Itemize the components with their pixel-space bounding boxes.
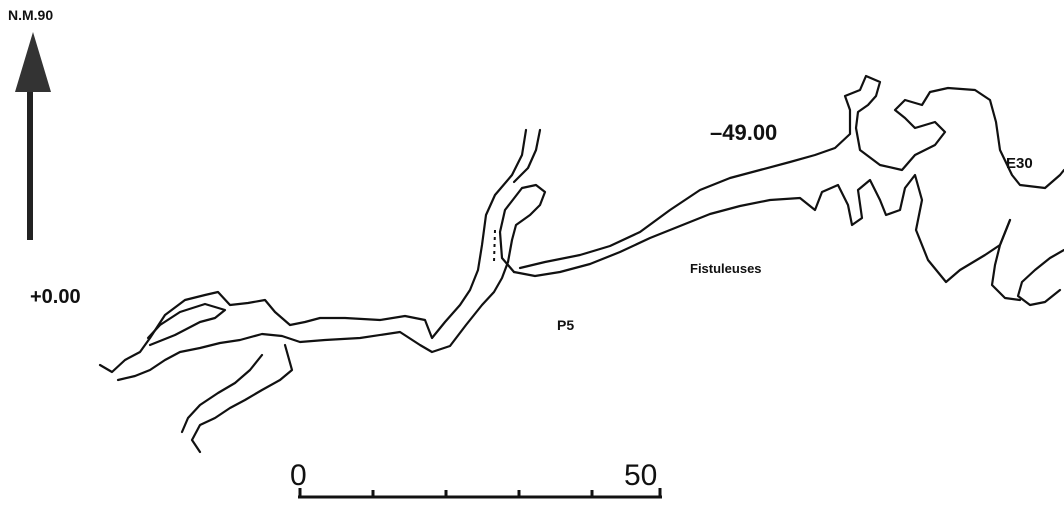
depth-label: +0.00: [30, 286, 81, 308]
cave-outline: [100, 76, 1064, 452]
area-label: Fistuleuses: [690, 261, 762, 276]
scale-label: 50: [624, 459, 657, 492]
depth-label: –49.00: [710, 120, 777, 145]
scale-bar: [298, 488, 662, 497]
shaft-label: P5: [557, 317, 574, 333]
station-label: E30: [1006, 155, 1033, 172]
north-label: N.M.90: [8, 7, 53, 23]
north-arrow-head: [15, 32, 51, 92]
cave-map: N.M.90 +0.00 –49.00 E30 Fistuleuses P5 0…: [0, 0, 1064, 508]
scale-label: 0: [290, 459, 307, 492]
